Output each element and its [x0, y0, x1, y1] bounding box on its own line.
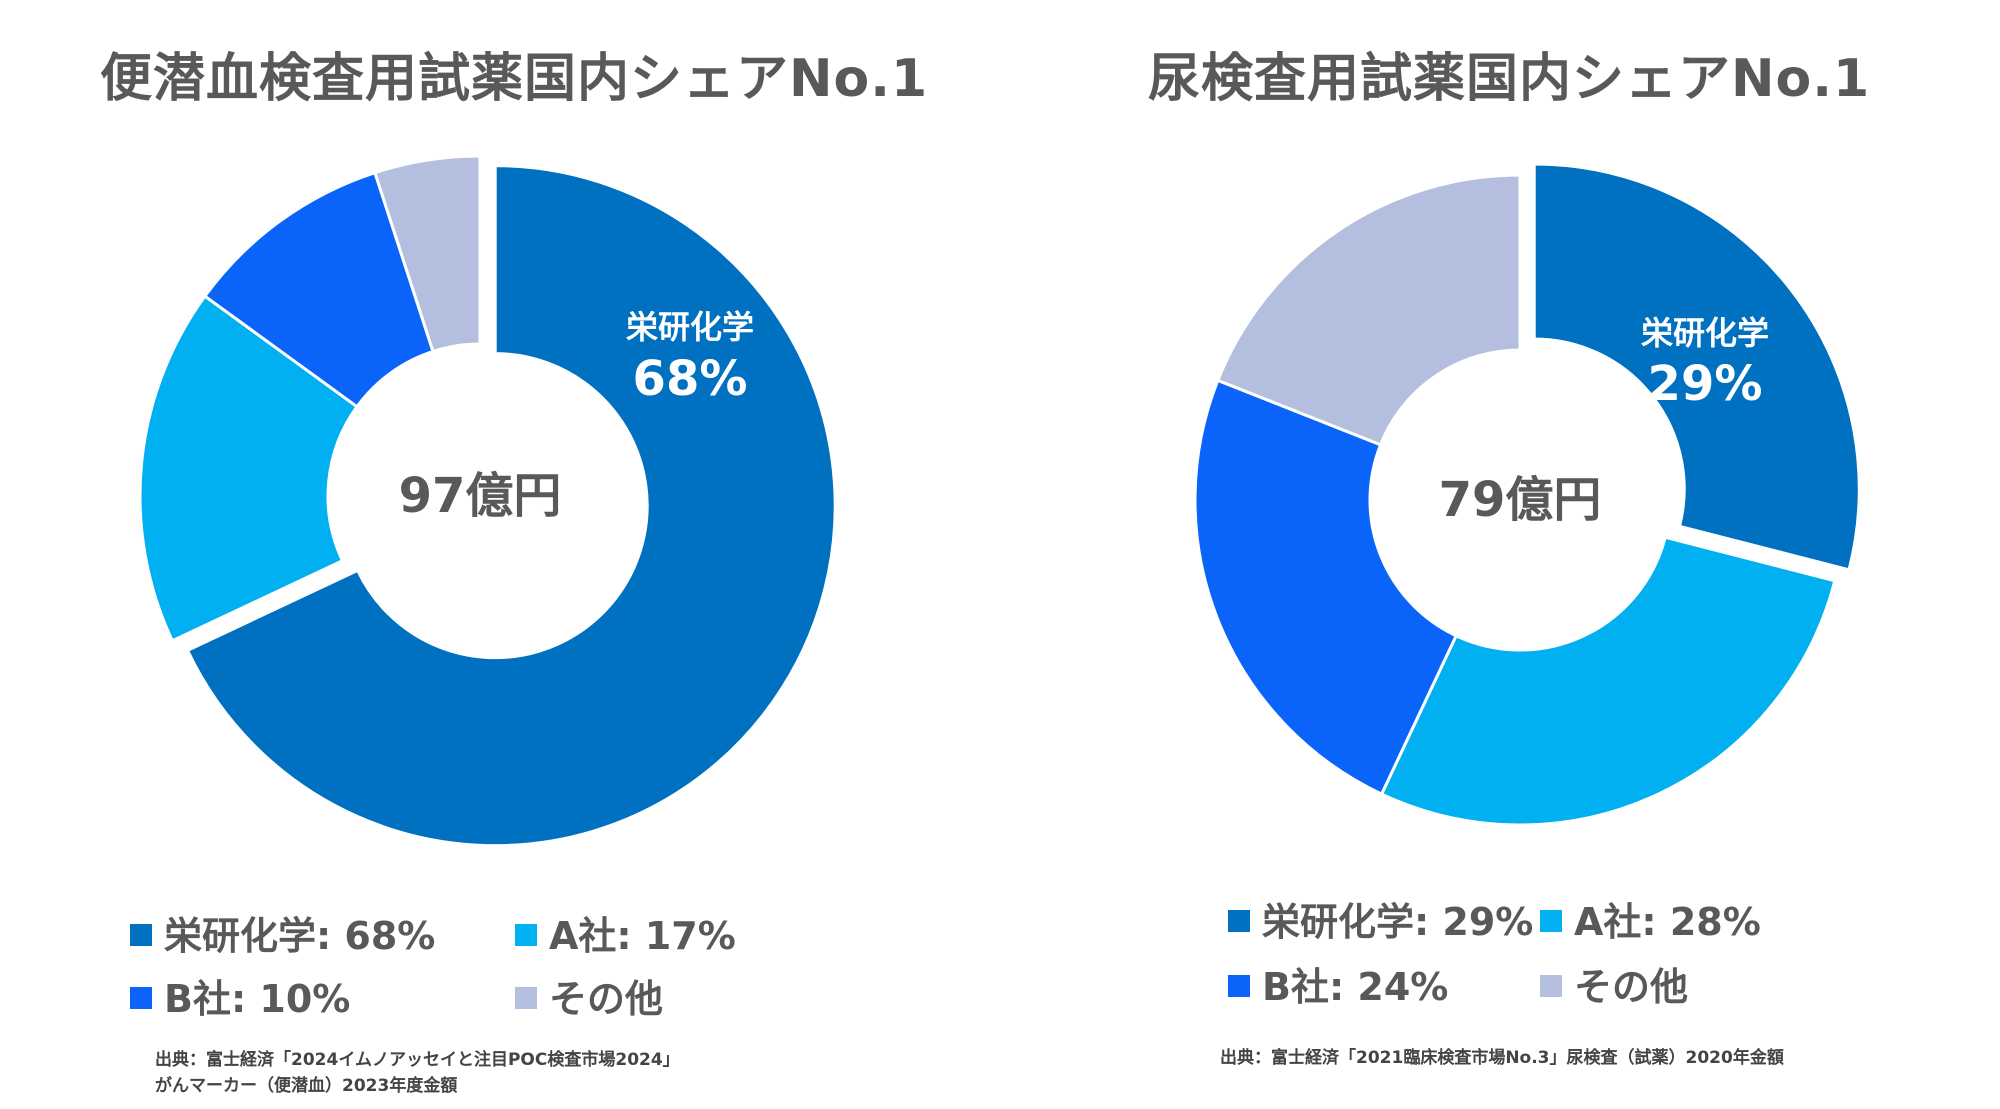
chart-panel-urine-test: 尿検査用試薬国内シェアNo.1 79億円 栄研化学 29% 栄研化学: 29% A社…: [1000, 0, 2000, 1109]
donut-slice-1: [1379, 535, 1837, 827]
chart-title: 尿検査用試薬国内シェアNo.1: [1148, 49, 1871, 109]
legend-item-other: その他: [1540, 956, 1688, 1011]
legend-swatch-eiken: [130, 924, 152, 946]
legend-label: A社: 17%: [549, 914, 736, 958]
source-line: がんマーカー（便潜血）2023年度金額: [155, 1076, 458, 1096]
donut-slice-1: [138, 294, 360, 643]
legend-item-eiken: 栄研化学: 29%: [1228, 891, 1533, 946]
legend-item-company-a: A社: 17%: [515, 905, 736, 960]
legend-item-other: その他: [515, 968, 663, 1023]
source-line: 出典：富士経済「2024イムノアッセイと注目POC検査市場2024」: [155, 1050, 680, 1070]
legend-label: その他: [1574, 965, 1689, 1009]
legend-label: 栄研化学: 29%: [1262, 900, 1534, 944]
donut-center-label: 97億円: [399, 468, 562, 524]
slice-label-value: 29%: [1648, 356, 1763, 412]
source-note: 出典：富士経済「2021臨床検査市場No.3」尿検査（試薬）2020年金額: [1220, 1045, 1784, 1071]
donut-slice-3: [373, 154, 482, 354]
legend-item-company-b: B社: 10%: [130, 968, 350, 1023]
legend-item-company-b: B社: 24%: [1228, 956, 1448, 1011]
donut-chart: 79億円 栄研化学 29%: [1193, 162, 1861, 827]
source-line: 出典：富士経済「2021臨床検査市場No.3」尿検査（試薬）2020年金額: [1220, 1048, 1784, 1068]
legend-label: A社: 28%: [1574, 900, 1761, 944]
legend-swatch-eiken: [1228, 910, 1250, 932]
legend-swatch-company-b: [130, 987, 152, 1009]
legend-swatch-company-a: [515, 924, 537, 946]
donut-center-label: 79億円: [1439, 472, 1602, 528]
donut-slice-3: [1215, 173, 1522, 447]
legend-item-company-a: A社: 28%: [1540, 891, 1761, 946]
slice-label-value: 68%: [633, 351, 748, 407]
donut-slice-0: [1532, 162, 1861, 572]
legend-swatch-company-b: [1228, 975, 1250, 997]
legend-label: B社: 24%: [1262, 965, 1449, 1009]
legend-item-eiken: 栄研化学: 68%: [130, 905, 435, 960]
legend-label: その他: [549, 977, 664, 1021]
source-note: 出典：富士経済「2024イムノアッセイと注目POC検査市場2024」 がんマーカ…: [155, 1047, 680, 1099]
chart-panel-fecal-occult-blood: 便潜血検査用試薬国内シェアNo.1 97億円 栄研化学 68% 栄研化学: 68% …: [100, 49, 929, 1099]
legend-swatch-company-a: [1540, 910, 1562, 932]
donut-slice-0: [185, 164, 837, 848]
slice-label-name: 栄研化学: [1641, 314, 1769, 352]
chart-title: 便潜血検査用試薬国内シェアNo.1: [100, 49, 929, 109]
slice-label-name: 栄研化学: [626, 308, 754, 346]
donut-slice-2: [1193, 378, 1459, 797]
legend-label: 栄研化学: 68%: [164, 914, 436, 958]
legend-swatch-other: [1540, 975, 1562, 997]
donut-chart: 97億円 栄研化学 68%: [138, 154, 837, 848]
legend-label: B社: 10%: [164, 977, 351, 1021]
legend-swatch-other: [515, 987, 537, 1009]
